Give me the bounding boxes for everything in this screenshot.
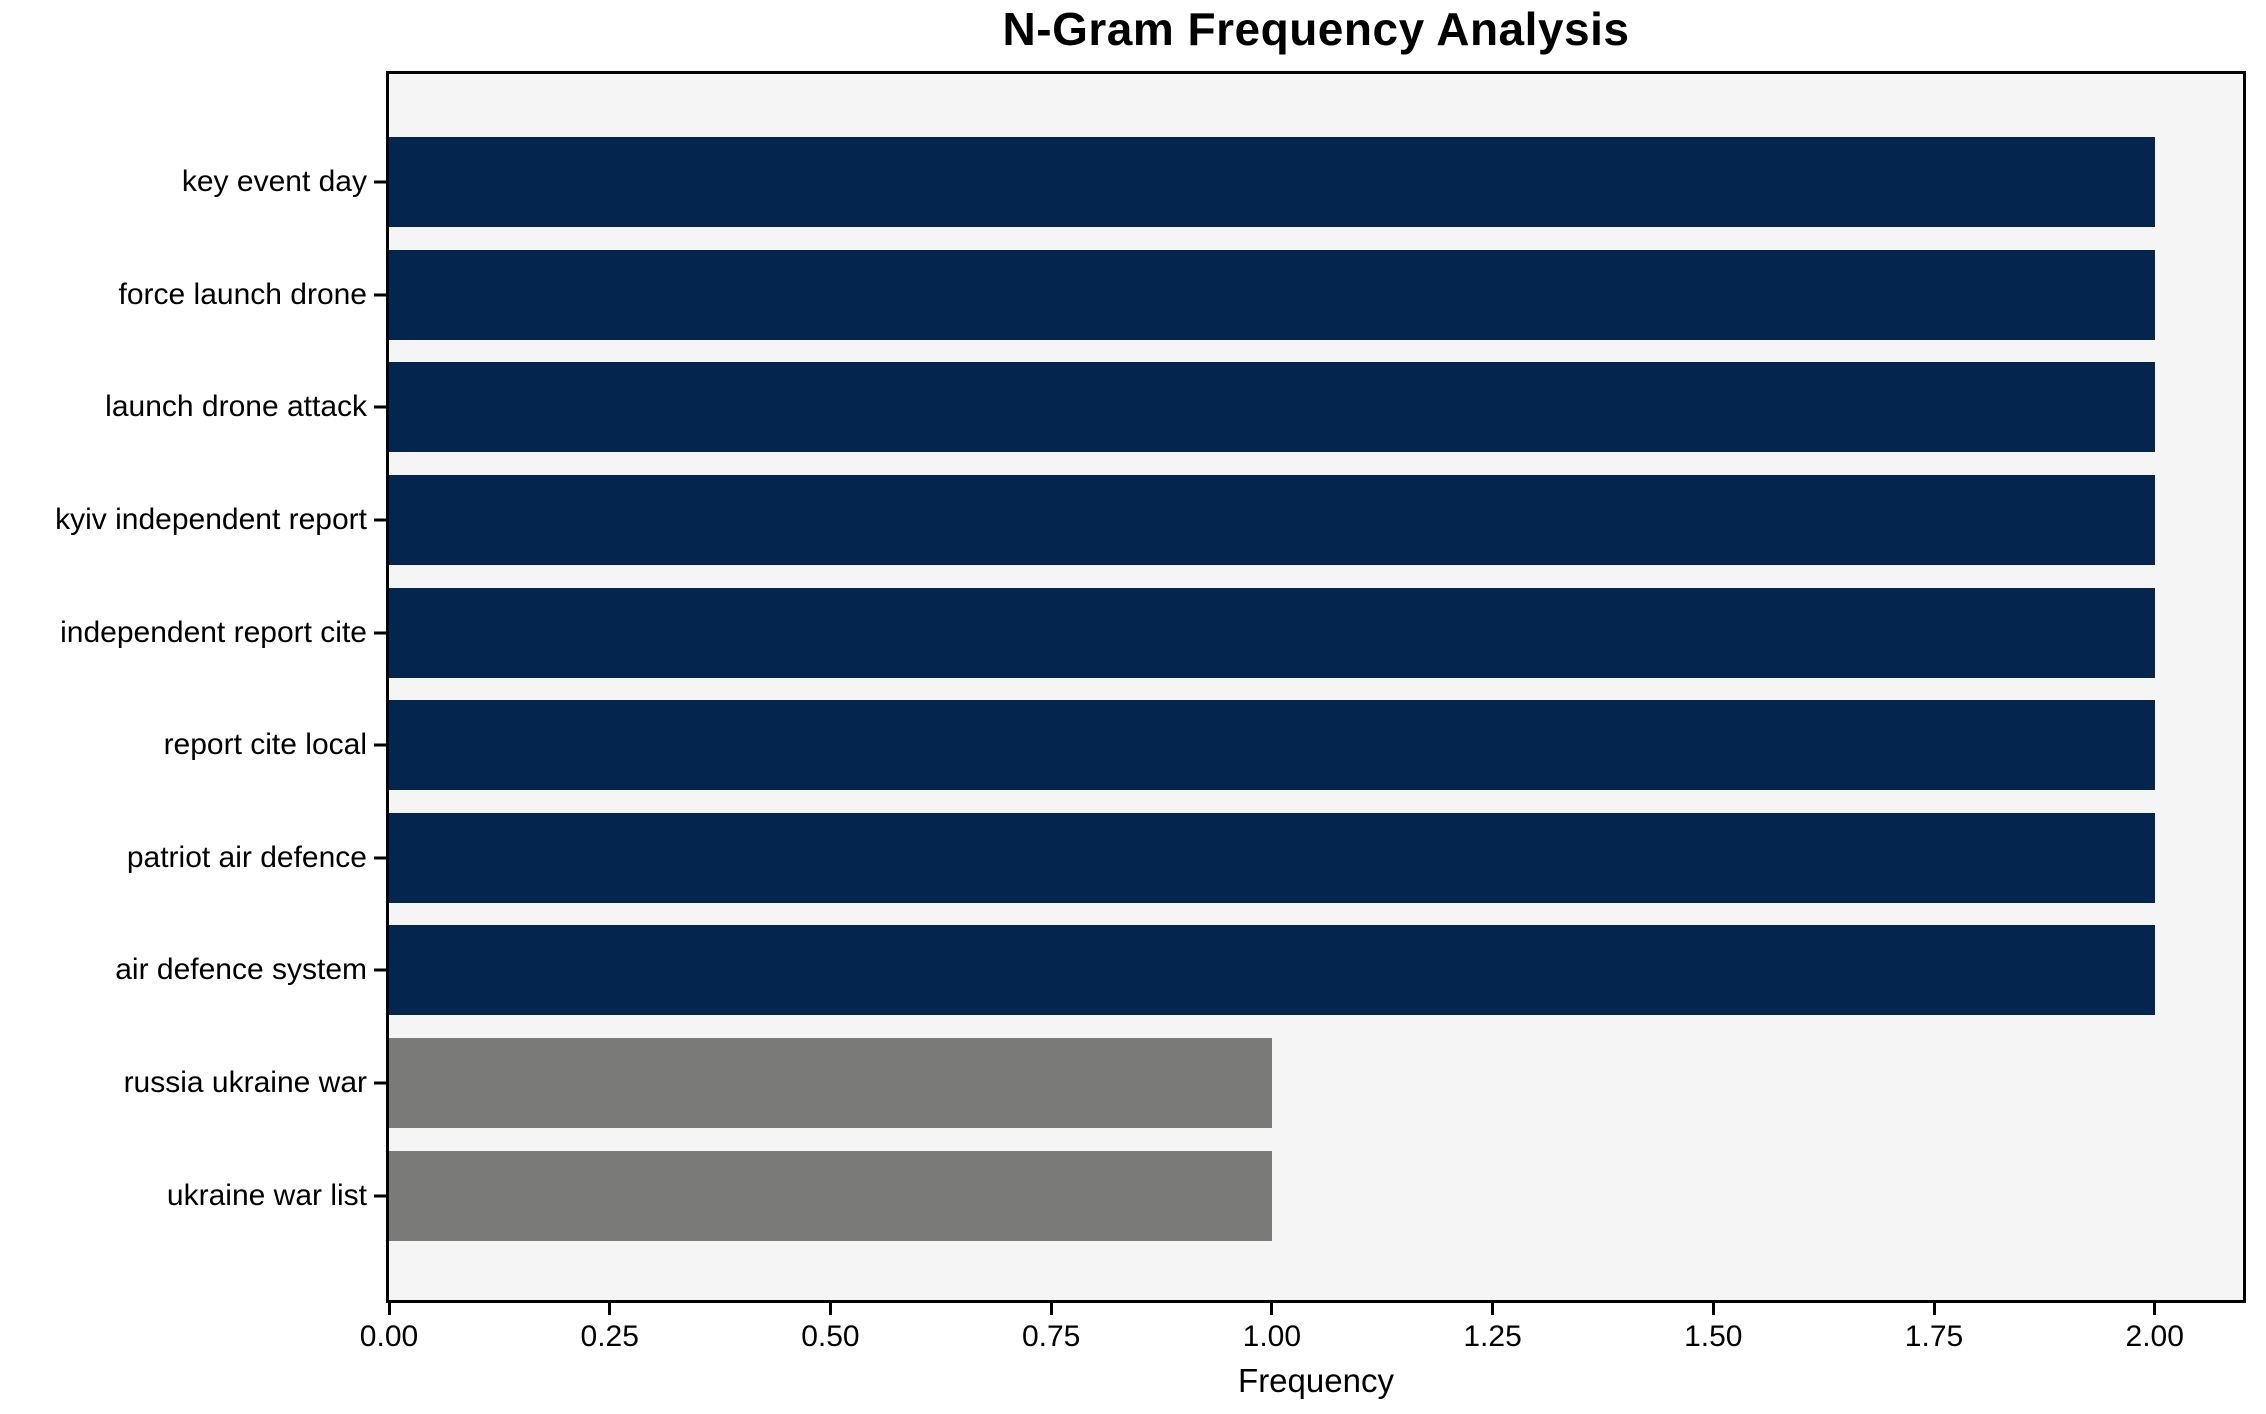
bar-kyiv-independent-report — [389, 475, 2155, 566]
x-tick-label: 0.25 — [580, 1320, 639, 1353]
bar-row-5: independent report cite — [60, 576, 2243, 689]
bar-key-event-day — [389, 137, 2155, 228]
y-tick-mark — [374, 293, 387, 297]
y-tick-label: ukraine war list — [166, 1178, 367, 1212]
y-tick-label: key event day — [181, 165, 367, 199]
y-tick-mark — [374, 518, 387, 522]
bar-row-9: russia ukraine war — [124, 1027, 2243, 1140]
y-tick-label: force launch drone — [118, 277, 368, 311]
x-axis-label: Frequency — [1238, 1362, 1394, 1399]
bar-independent-report-cite — [389, 587, 2155, 678]
chart-title: N-Gram Frequency Analysis — [1002, 3, 1630, 55]
y-tick-label: russia ukraine war — [123, 1066, 367, 1100]
bar-report-cite-local — [389, 700, 2155, 791]
x-tick-mark — [828, 1303, 832, 1315]
y-tick-mark — [374, 743, 387, 747]
bar-launch-drone-attack — [389, 362, 2155, 453]
x-tick-label: 0.00 — [359, 1320, 419, 1353]
y-tick-label: kyiv independent report — [55, 503, 367, 537]
x-tick-label: 0.75 — [1021, 1320, 1081, 1353]
x-tick-label: 0.50 — [801, 1320, 860, 1353]
bar-row-1: key event day — [182, 126, 2243, 239]
y-tick-mark — [374, 631, 387, 635]
bar-air-defence-system — [389, 925, 2155, 1016]
y-tick-label: air defence system — [115, 953, 367, 987]
bar-row-4: kyiv independent report — [55, 464, 2243, 577]
bar-row-6: report cite local — [164, 689, 2243, 802]
x-tick-mark — [387, 1303, 391, 1315]
y-tick-label: independent report cite — [60, 615, 367, 649]
x-tick-mark — [608, 1303, 612, 1315]
y-tick-mark — [374, 180, 387, 184]
x-tick-mark — [2153, 1303, 2157, 1315]
x-tick-label: 1.50 — [1684, 1320, 1743, 1353]
x-tick-label: 1.00 — [1242, 1320, 1302, 1353]
x-tick-mark — [1491, 1303, 1495, 1315]
bar-force-launch-drone — [389, 249, 2155, 340]
bar-ukraine-war-list — [389, 1150, 1272, 1241]
bar-russia-ukraine-war — [389, 1038, 1272, 1129]
x-tick-mark — [1049, 1303, 1053, 1315]
y-tick-label: launch drone attack — [105, 390, 367, 424]
x-tick-mark — [1932, 1303, 1936, 1315]
y-tick-label: patriot air defence — [126, 840, 367, 874]
y-tick-mark — [374, 405, 387, 409]
y-tick-mark — [374, 856, 387, 860]
x-tick-label: 2.00 — [2125, 1320, 2184, 1353]
bar-row-7: patriot air defence — [127, 802, 2243, 915]
bar-row-2: force launch drone — [119, 239, 2243, 352]
x-tick-label: 1.75 — [1904, 1320, 1964, 1353]
y-tick-mark — [374, 968, 387, 972]
x-tick-mark — [1270, 1303, 1274, 1315]
bar-row-10: ukraine war list — [167, 1139, 2243, 1252]
bar-row-3: launch drone attack — [105, 351, 2243, 464]
plot-area: key event day force launch drone launch dr… — [55, 71, 2246, 1303]
x-tick-label: 1.25 — [1463, 1320, 1522, 1353]
x-tick-mark — [1711, 1303, 1715, 1315]
y-tick-mark — [374, 1194, 387, 1198]
y-tick-mark — [374, 1081, 387, 1085]
bar-patriot-air-defence — [389, 812, 2155, 903]
bar-row-8: air defence system — [115, 914, 2243, 1027]
y-tick-label: report cite local — [163, 728, 367, 762]
bars-container: key event day force launch drone launch dr… — [55, 74, 2243, 1300]
